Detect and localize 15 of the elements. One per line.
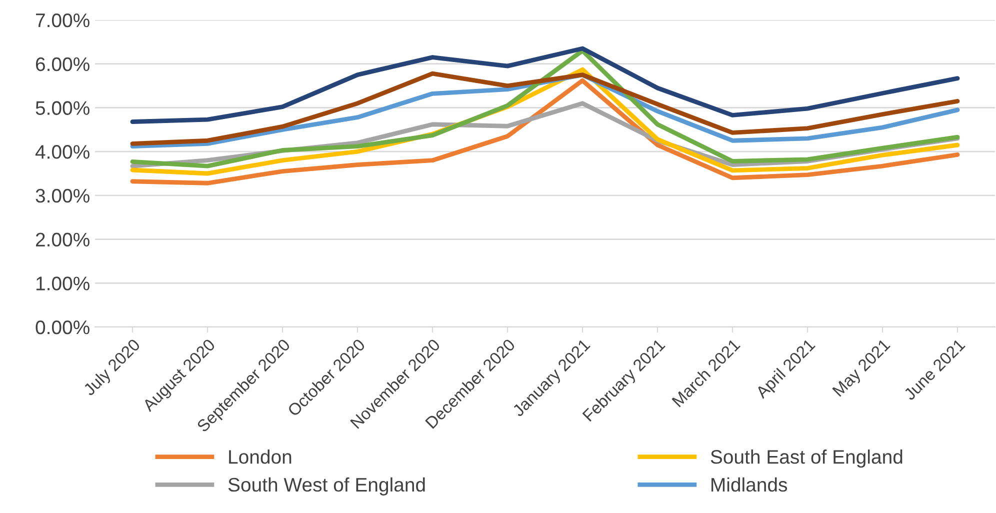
y-tick-label: 2.00%: [36, 232, 90, 247]
y-tick-label: 3.00%: [36, 188, 90, 203]
legend-label: South East of England: [710, 450, 902, 468]
y-tick-label: 6.00%: [36, 57, 90, 72]
y-tick-label: 5.00%: [36, 101, 90, 115]
line-series: [130, 48, 960, 168]
line-series: [130, 78, 960, 186]
legend-label: Midlands: [712, 477, 788, 492]
line-series: [130, 46, 960, 124]
legend-label: South West of England: [228, 477, 425, 496]
y-tick-label: 1.00%: [36, 276, 90, 290]
legend-label: London: [229, 450, 292, 464]
y-tick-label: 0.00%: [36, 320, 90, 334]
y-tick-label: 4.00%: [35, 145, 90, 159]
y-tick-label: 7.00%: [36, 13, 90, 28]
